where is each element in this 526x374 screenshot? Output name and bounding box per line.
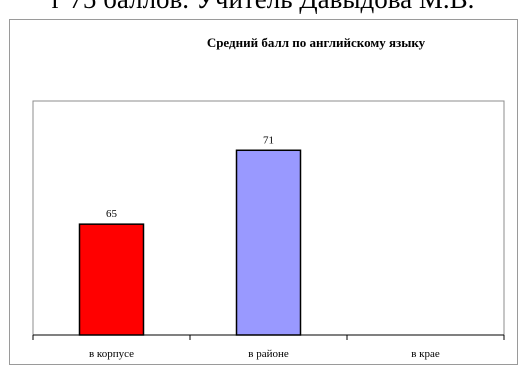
x-tick-label-2: в районе — [248, 348, 289, 360]
x-tick-label-3: в крае — [411, 348, 440, 360]
x-ticks-group — [32, 335, 505, 340]
bar-1 — [78, 223, 145, 336]
x-labels-group: в корпусе в районе в крае — [89, 348, 440, 360]
document-caption: г 75 баллов. Учитель Давыдова М.В. — [0, 0, 526, 14]
value-labels-group: 65 71 — [106, 134, 274, 220]
value-label-1: 65 — [106, 208, 118, 220]
value-label-2: 71 — [263, 134, 274, 146]
chart-title: Средний балл по английскому языку — [207, 35, 426, 50]
bar-2 — [235, 149, 302, 336]
x-tick-label-1: в корпусе — [89, 348, 134, 360]
bars-group — [78, 149, 302, 336]
